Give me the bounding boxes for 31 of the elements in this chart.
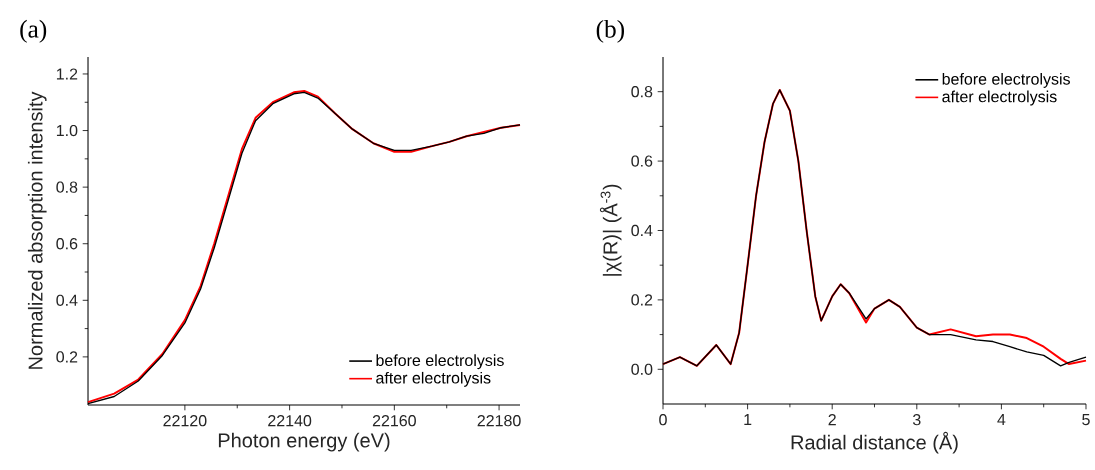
chart-title: (b) — [596, 19, 625, 43]
x-tick-label: 0 — [659, 414, 667, 426]
x-tick-label: 2 — [828, 414, 836, 426]
legend-label: before electrolysis — [376, 354, 504, 370]
y-axis-title: Normalized absorption intensity — [27, 91, 47, 369]
x-axis-title: Photon energy (eV) — [218, 432, 390, 452]
y-tick-label: 0.2 — [631, 294, 653, 306]
y-tick-label: 0.4 — [56, 294, 78, 306]
x-tick-label: 4 — [997, 414, 1006, 426]
chart-title: (a) — [20, 19, 47, 43]
x-tick-label: 1 — [744, 414, 752, 426]
y-tick-label: 1.0 — [56, 124, 78, 137]
legend-label: before electrolysis — [942, 73, 1070, 88]
y-tick-label: 0.4 — [631, 224, 653, 237]
x-tick-label: 5 — [1082, 414, 1090, 426]
y-tick-label: 0.2 — [56, 351, 78, 363]
x-tick-label: 22180 — [477, 415, 521, 427]
y-tick-label: 0.8 — [56, 181, 78, 193]
y-tick-label: 0.6 — [631, 155, 653, 167]
x-axis-title: Radial distance (Å) — [791, 431, 958, 454]
legend-label: after electrolysis — [376, 371, 491, 387]
y-axis-title: |χ(R)| (Å$^{-3}$) — [599, 184, 622, 276]
y-tick-label: 1.2 — [56, 68, 78, 80]
y-tick-label: 0.8 — [631, 86, 653, 98]
x-tick-label: 22120 — [163, 415, 207, 427]
y-tick-label: 0.0 — [631, 363, 653, 375]
legend-label: after electrolysis — [942, 90, 1057, 106]
x-tick-label: 22140 — [268, 415, 312, 427]
x-tick-label: 3 — [912, 414, 921, 426]
y-tick-label: 0.6 — [56, 238, 78, 250]
x-tick-label: 22160 — [372, 415, 416, 427]
